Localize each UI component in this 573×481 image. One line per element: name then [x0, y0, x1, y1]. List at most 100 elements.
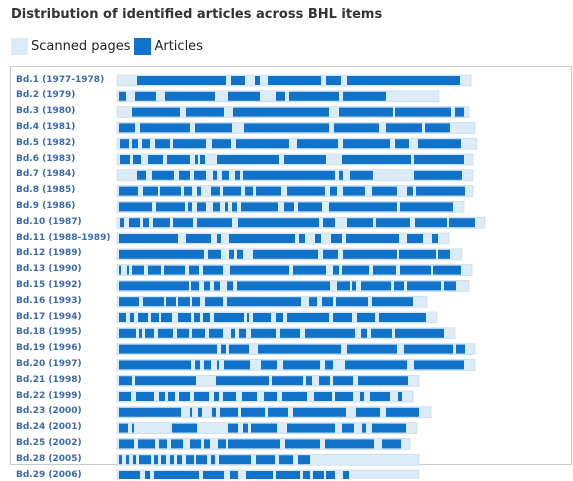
- article-segment[interactable]: [293, 407, 346, 417]
- article-segment[interactable]: [161, 455, 166, 465]
- article-segment[interactable]: [323, 249, 338, 259]
- article-segment[interactable]: [225, 202, 228, 212]
- article-segment[interactable]: [153, 218, 170, 228]
- article-segment[interactable]: [132, 423, 134, 433]
- article-segment[interactable]: [261, 360, 277, 370]
- article-segment[interactable]: [342, 423, 354, 433]
- article-segment[interactable]: [143, 186, 158, 196]
- article-segment[interactable]: [425, 123, 450, 133]
- article-segment[interactable]: [119, 186, 138, 196]
- article-segment[interactable]: [133, 455, 136, 465]
- article-segment[interactable]: [189, 265, 199, 275]
- article-segment[interactable]: [222, 170, 229, 180]
- article-segment[interactable]: [313, 471, 324, 479]
- article-segment[interactable]: [326, 76, 341, 85]
- article-segment[interactable]: [333, 313, 352, 322]
- article-segment[interactable]: [329, 202, 397, 212]
- article-segment[interactable]: [178, 297, 190, 307]
- article-segment[interactable]: [361, 328, 367, 338]
- article-segment[interactable]: [235, 170, 240, 180]
- article-segment[interactable]: [331, 234, 342, 243]
- article-segment[interactable]: [159, 439, 167, 449]
- article-segment[interactable]: [256, 455, 275, 465]
- row-label[interactable]: Bd.28 (2005): [16, 453, 82, 464]
- article-segment[interactable]: [372, 423, 406, 433]
- article-segment[interactable]: [158, 328, 173, 338]
- article-segment[interactable]: [309, 297, 317, 307]
- article-segment[interactable]: [197, 186, 201, 196]
- article-segment[interactable]: [416, 186, 465, 196]
- article-segment[interactable]: [228, 91, 260, 101]
- article-segment[interactable]: [119, 344, 217, 354]
- article-segment[interactable]: [170, 455, 174, 465]
- article-segment[interactable]: [208, 249, 221, 259]
- row-label[interactable]: Bd.4 (1981): [16, 121, 76, 132]
- article-segment[interactable]: [233, 107, 329, 117]
- article-segment[interactable]: [218, 439, 226, 449]
- article-segment[interactable]: [204, 439, 210, 449]
- article-segment[interactable]: [120, 139, 129, 149]
- article-segment[interactable]: [230, 265, 289, 275]
- article-segment[interactable]: [161, 313, 172, 322]
- article-segment[interactable]: [268, 76, 321, 85]
- article-segment[interactable]: [298, 202, 322, 212]
- article-segment[interactable]: [276, 91, 285, 101]
- article-segment[interactable]: [129, 218, 140, 228]
- article-segment[interactable]: [119, 328, 136, 338]
- article-segment[interactable]: [239, 328, 246, 338]
- row-label[interactable]: Bd.22 (1999): [16, 390, 82, 401]
- article-segment[interactable]: [227, 281, 233, 291]
- article-segment[interactable]: [156, 202, 185, 212]
- article-segment[interactable]: [223, 186, 241, 196]
- article-segment[interactable]: [227, 297, 301, 307]
- article-segment[interactable]: [214, 281, 220, 291]
- article-segment[interactable]: [119, 392, 131, 401]
- article-segment[interactable]: [120, 218, 124, 228]
- article-segment[interactable]: [342, 265, 369, 275]
- article-segment[interactable]: [438, 249, 450, 259]
- article-segment[interactable]: [362, 423, 366, 433]
- article-segment[interactable]: [212, 407, 216, 417]
- article-segment[interactable]: [171, 439, 183, 449]
- article-segment[interactable]: [155, 139, 170, 149]
- article-segment[interactable]: [242, 392, 257, 401]
- article-segment[interactable]: [342, 155, 411, 164]
- row-label[interactable]: Bd.29 (2006): [16, 469, 82, 480]
- article-segment[interactable]: [230, 471, 238, 479]
- article-segment[interactable]: [357, 313, 375, 322]
- article-segment[interactable]: [186, 455, 194, 465]
- article-segment[interactable]: [179, 170, 190, 180]
- article-segment[interactable]: [126, 455, 129, 465]
- article-segment[interactable]: [298, 455, 310, 465]
- article-segment[interactable]: [255, 76, 260, 85]
- article-segment[interactable]: [400, 202, 453, 212]
- article-segment[interactable]: [152, 170, 174, 180]
- article-segment[interactable]: [196, 455, 207, 465]
- article-segment[interactable]: [164, 265, 185, 275]
- article-segment[interactable]: [243, 423, 248, 433]
- article-segment[interactable]: [305, 328, 355, 338]
- article-segment[interactable]: [119, 297, 139, 307]
- article-segment[interactable]: [194, 392, 209, 401]
- article-segment[interactable]: [350, 170, 373, 180]
- article-segment[interactable]: [224, 360, 250, 370]
- article-segment[interactable]: [143, 297, 164, 307]
- article-segment[interactable]: [356, 407, 380, 417]
- article-segment[interactable]: [414, 155, 464, 164]
- article-segment[interactable]: [168, 392, 175, 401]
- article-segment[interactable]: [159, 392, 165, 401]
- article-segment[interactable]: [297, 139, 338, 149]
- article-segment[interactable]: [319, 376, 330, 386]
- article-segment[interactable]: [148, 265, 161, 275]
- article-segment[interactable]: [217, 360, 219, 370]
- article-segment[interactable]: [333, 376, 353, 386]
- article-segment[interactable]: [137, 170, 146, 180]
- article-segment[interactable]: [395, 328, 444, 338]
- article-segment[interactable]: [219, 455, 251, 465]
- article-segment[interactable]: [209, 328, 223, 338]
- article-segment[interactable]: [343, 249, 397, 259]
- article-segment[interactable]: [194, 170, 206, 180]
- article-segment[interactable]: [119, 249, 204, 259]
- article-segment[interactable]: [244, 123, 329, 133]
- article-segment[interactable]: [198, 407, 202, 417]
